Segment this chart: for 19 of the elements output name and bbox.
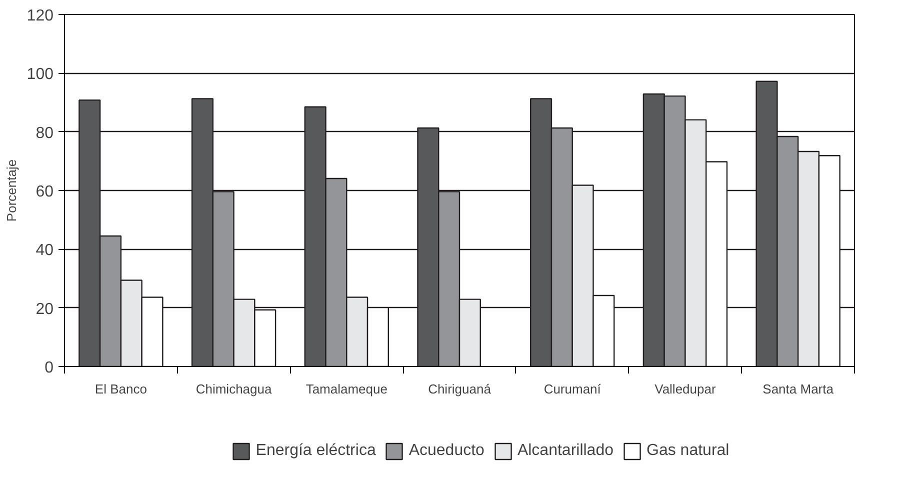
x-tick-label: Santa Marta — [762, 382, 834, 396]
y-tick-label: 20 — [36, 300, 54, 318]
x-tick-label: Curumaní — [544, 382, 602, 396]
y-tick-label: 120 — [26, 8, 54, 24]
legend-label: Alcantarillado — [517, 442, 614, 460]
legend-label: Acueducto — [408, 442, 484, 460]
y-tick-label: 0 — [44, 360, 54, 376]
x-tick-label: Chimichagua — [196, 382, 272, 396]
legend-label: Gas natural — [646, 442, 730, 460]
y-tick-label: 80 — [36, 124, 54, 142]
x-tick-label: El Banco — [94, 382, 147, 396]
x-tick-label: Tamalameque — [306, 382, 388, 396]
y-tick-label: 60 — [36, 184, 54, 200]
x-tick-label: Chiriguaná — [428, 382, 492, 396]
y-axis-title: Porcentaje — [4, 159, 19, 222]
legend-label: Energía eléctrica — [256, 442, 376, 460]
y-tick-label: 40 — [36, 242, 54, 260]
y-tick-label: 100 — [26, 66, 54, 84]
x-tick-label: Valledupar — [654, 382, 716, 396]
